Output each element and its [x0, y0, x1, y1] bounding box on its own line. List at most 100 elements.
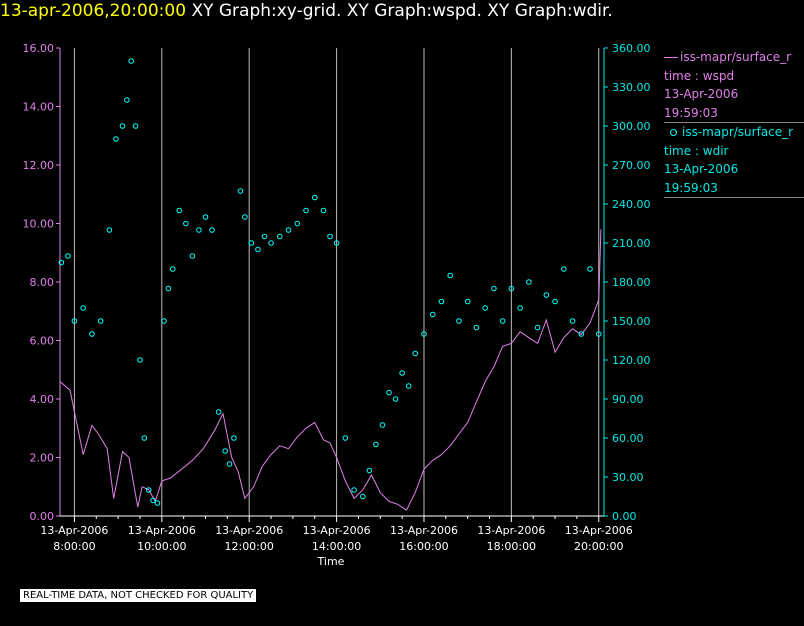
x-tick-time: 14:00:00 — [312, 540, 361, 553]
legend: iss-mapr/surface_r time : wspd 13-Apr-20… — [664, 48, 804, 198]
left-tick-label: 14.00 — [23, 101, 55, 114]
right-tick-label: 240.00 — [612, 198, 651, 211]
wdir-point — [226, 461, 233, 467]
x-tick-time: 8:00:00 — [53, 540, 95, 553]
wdir-point — [303, 207, 309, 214]
right-tick-label: 360.00 — [612, 42, 651, 55]
wdir-point — [132, 123, 139, 129]
wdir-point — [392, 396, 399, 402]
wdir-point — [80, 305, 86, 311]
legend-wdir-date: 13-Apr-2006 — [664, 162, 739, 176]
wdir-point — [491, 285, 497, 292]
legend-wspd-date: 13-Apr-2006 — [664, 87, 739, 101]
wdir-point — [183, 220, 189, 227]
wdir-point — [145, 487, 152, 493]
wdir-point — [176, 207, 183, 214]
x-tick-date: 13-Apr-2006 — [128, 524, 196, 537]
x-tick-time: 16:00:00 — [399, 540, 448, 553]
title-graph-list: XY Graph:xy-grid. XY Graph:wspd. XY Grap… — [191, 1, 613, 21]
wdir-point — [231, 435, 237, 441]
wdir-point — [137, 357, 143, 363]
left-tick-label: 0.00 — [30, 510, 55, 523]
legend-wspd-time: 19:59:03 — [664, 105, 718, 120]
legend-wdir-source: iss-mapr/surface_r — [682, 125, 794, 139]
wdir-point — [154, 500, 161, 506]
wdir-point — [534, 324, 541, 331]
wdir-point — [285, 227, 292, 233]
wdir-point — [215, 409, 222, 415]
right-tick-label: 120.00 — [612, 354, 651, 367]
wdir-point — [517, 305, 523, 311]
right-tick-label: 60.00 — [612, 432, 644, 445]
wdir-series — [58, 58, 602, 506]
wdir-point — [89, 331, 95, 337]
right-tick-label: 210.00 — [612, 237, 651, 250]
wdir-point — [209, 227, 215, 233]
wdir-point — [169, 266, 176, 272]
legend-wspd-source: iss-mapr/surface_r — [680, 50, 792, 64]
wdir-point — [508, 285, 515, 292]
wdir-point — [379, 422, 386, 428]
wdir-point — [464, 298, 471, 305]
wdir-point — [399, 370, 405, 376]
wdir-point — [113, 136, 119, 142]
left-tick-label: 4.00 — [30, 393, 55, 406]
tick-labels: 0.00 2.00 4.00 6.00 8.00 10.00 12.00 14.00 16.00… — [23, 42, 651, 553]
title-timestamp: 13-apr-2006,20:00:00 — [0, 1, 187, 21]
left-tick-label: 10.00 — [23, 218, 55, 231]
wdir-point — [237, 188, 244, 194]
wdir-point — [71, 318, 78, 324]
wspd-line — [59, 229, 602, 511]
left-tick-label: 2.00 — [30, 452, 55, 465]
x-tick-date: 13-Apr-2006 — [390, 524, 458, 537]
x-tick-date: 13-Apr-2006 — [303, 524, 371, 537]
wdir-point — [150, 497, 156, 504]
wdir-point — [561, 266, 567, 272]
wdir-point — [552, 298, 558, 305]
wdir-point — [429, 311, 436, 318]
wdir-point — [412, 350, 419, 357]
wdir-point — [342, 435, 349, 441]
right-tick-label: 270.00 — [612, 159, 651, 172]
x-tick-time: 18:00:00 — [487, 540, 536, 553]
wdir-point — [351, 487, 357, 493]
wdir-point — [595, 331, 602, 337]
x-tick-date: 13-Apr-2006 — [215, 524, 283, 537]
chart-title-bar: 13-apr-2006,20:00:00 XY Graph:xy-grid. X… — [0, 0, 613, 22]
wdir-point — [65, 253, 71, 259]
wdir-point — [360, 493, 366, 500]
wdir-point — [141, 435, 148, 441]
x-tick-time: 12:00:00 — [224, 540, 273, 553]
wdir-point — [587, 266, 593, 272]
legend-wdir-var: time : wdir — [664, 143, 729, 158]
legend-divider — [664, 197, 804, 198]
legend-wspd-var: time : wspd — [664, 68, 735, 83]
x-axis-title: Time — [317, 555, 345, 568]
wdir-point — [97, 318, 104, 324]
x-tick-time: 20:00:00 — [574, 540, 623, 553]
wdir-point — [119, 123, 126, 129]
right-tick-label: 300.00 — [612, 120, 651, 133]
wdir-point — [320, 207, 327, 214]
axes-layer — [56, 47, 608, 522]
left-tick-label: 8.00 — [30, 276, 55, 289]
x-tick-time: 10:00:00 — [137, 540, 186, 553]
x-tick-date: 13-Apr-2006 — [565, 524, 633, 537]
wdir-point — [294, 220, 301, 227]
wdir-point — [165, 285, 172, 292]
wdir-point — [196, 227, 202, 233]
wdir-point — [248, 240, 255, 246]
wdir-point — [128, 58, 135, 64]
right-tick-label: 330.00 — [612, 81, 651, 94]
right-tick-label: 0.00 — [612, 510, 637, 523]
wdir-point — [161, 318, 167, 324]
legend-wdir-time: 19:59:03 — [664, 180, 718, 195]
wdir-point — [327, 233, 333, 240]
wdir-point — [543, 292, 550, 298]
legend-entry-wdir: iss-mapr/surface_r time : wdir 13-Apr-20… — [664, 123, 804, 197]
wdir-point — [421, 331, 427, 337]
wdir-point — [333, 240, 340, 246]
legend-entry-wspd: iss-mapr/surface_r time : wspd 13-Apr-20… — [664, 48, 804, 122]
wdir-point — [189, 253, 196, 259]
